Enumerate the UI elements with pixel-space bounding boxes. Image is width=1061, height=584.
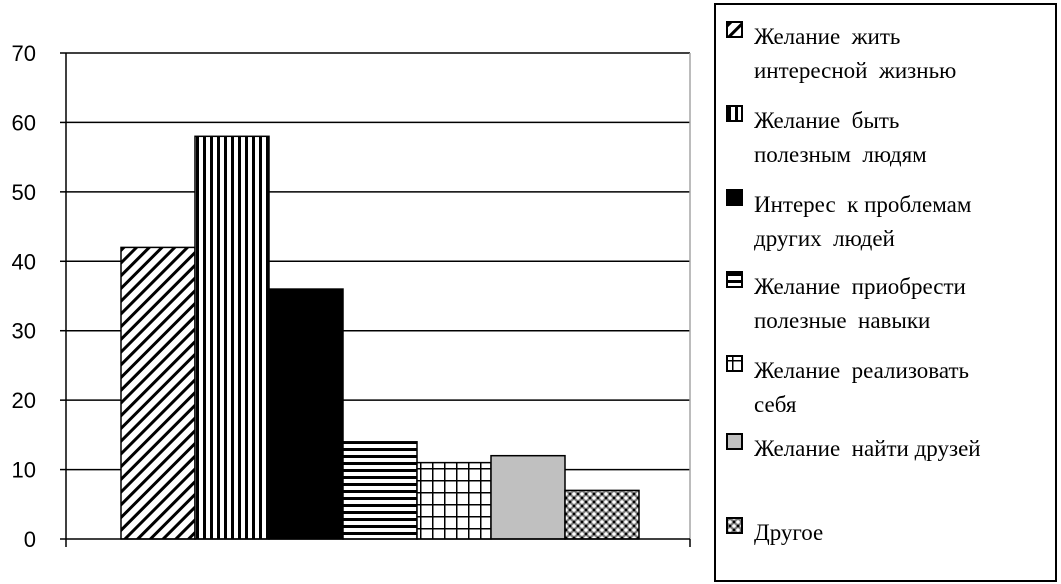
- bar-4: [342, 441, 418, 540]
- y-tick-label: 50: [12, 180, 36, 205]
- legend-label-2: Желание быть: [754, 108, 899, 133]
- legend-label-4: полезные навыки: [754, 308, 930, 333]
- legend-label-3: Интерес к проблемам: [754, 192, 972, 217]
- bar-1: [120, 246, 196, 540]
- y-tick-label: 60: [12, 110, 36, 135]
- legend-swatch-5: [726, 355, 743, 372]
- y-tick-label: 10: [12, 458, 36, 483]
- bar-3: [268, 288, 344, 540]
- legend-label-5: себя: [754, 392, 797, 417]
- bar-7: [564, 489, 640, 540]
- legend-swatch-2: [726, 105, 743, 122]
- bar-2: [194, 135, 270, 540]
- bar-5: [416, 461, 492, 540]
- y-tick-label: 30: [12, 319, 36, 344]
- legend-label-2: полезным людям: [754, 142, 927, 167]
- y-tick-label: 40: [12, 249, 36, 274]
- y-tick-label: 0: [24, 527, 36, 552]
- legend-swatch-4: [726, 271, 743, 288]
- y-tick-label: 20: [12, 388, 36, 413]
- legend-swatch-6: [726, 433, 743, 450]
- legend-box: [714, 3, 1057, 582]
- legend-swatch-3: [726, 189, 743, 206]
- legend-label-6: Желание найти друзей: [754, 436, 981, 461]
- legend-label-1: Желание жить: [754, 24, 900, 49]
- bar-6: [490, 454, 566, 540]
- legend-swatch-1: [726, 21, 743, 38]
- legend-label-7: Другое: [754, 520, 823, 545]
- legend-label-5: Желание реализовать: [754, 358, 969, 383]
- legend-label-1: интересной жизнью: [754, 58, 956, 83]
- legend-label-3: других людей: [754, 226, 895, 251]
- legend-label-4: Желание приобрести: [754, 274, 966, 299]
- y-tick-label: 70: [12, 41, 36, 66]
- legend-swatch-7: [726, 517, 743, 534]
